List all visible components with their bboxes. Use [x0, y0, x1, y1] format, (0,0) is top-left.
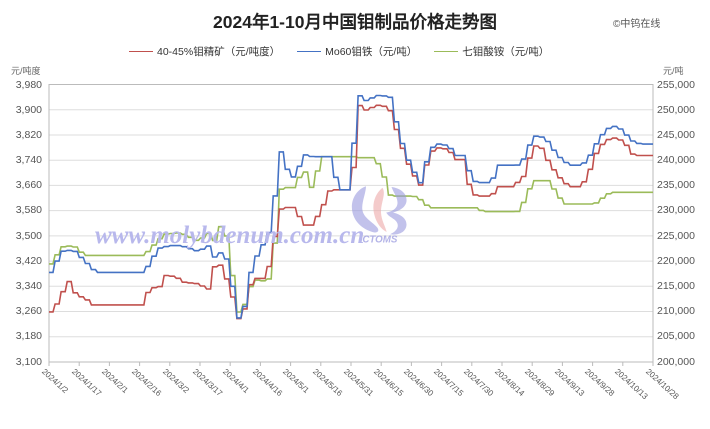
- svg-text:CTOMS: CTOMS: [362, 235, 398, 246]
